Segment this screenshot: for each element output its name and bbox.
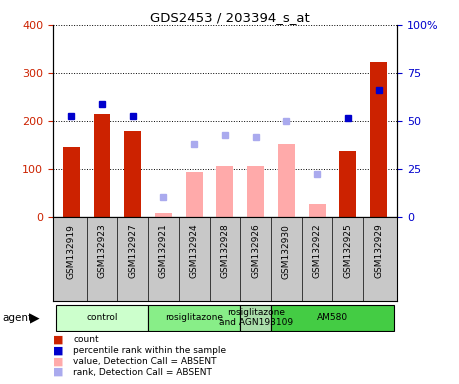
- Text: GSM132926: GSM132926: [251, 224, 260, 278]
- Bar: [271, 305, 394, 331]
- Bar: [63, 147, 80, 217]
- Text: value, Detection Call = ABSENT: value, Detection Call = ABSENT: [73, 357, 217, 366]
- Text: ■: ■: [53, 356, 63, 366]
- Bar: [186, 172, 202, 217]
- Text: GSM132927: GSM132927: [128, 224, 137, 278]
- Text: ■: ■: [53, 367, 63, 377]
- Bar: [339, 151, 356, 217]
- Text: count: count: [73, 335, 99, 344]
- Bar: [217, 166, 233, 217]
- Text: AM580: AM580: [317, 313, 348, 322]
- Text: GSM132921: GSM132921: [159, 224, 168, 278]
- Text: GDS2453 / 203394_s_at: GDS2453 / 203394_s_at: [150, 12, 309, 25]
- Text: percentile rank within the sample: percentile rank within the sample: [73, 346, 227, 355]
- Bar: [155, 213, 172, 217]
- Text: rosiglitazone
and AGN193109: rosiglitazone and AGN193109: [218, 308, 293, 328]
- Text: GSM132928: GSM132928: [220, 224, 230, 278]
- Bar: [94, 114, 111, 217]
- Text: GSM132922: GSM132922: [313, 224, 322, 278]
- Text: GSM132923: GSM132923: [97, 224, 106, 278]
- Bar: [148, 305, 240, 331]
- Bar: [56, 305, 148, 331]
- Bar: [278, 144, 295, 217]
- Text: ■: ■: [53, 335, 63, 345]
- Bar: [124, 131, 141, 217]
- Text: ■: ■: [53, 346, 63, 356]
- Bar: [240, 305, 271, 331]
- Bar: [370, 63, 387, 217]
- Text: GSM132925: GSM132925: [343, 224, 353, 278]
- Text: GSM132930: GSM132930: [282, 224, 291, 279]
- Text: GSM132919: GSM132919: [67, 224, 76, 279]
- Text: agent: agent: [2, 313, 33, 323]
- Bar: [308, 204, 325, 217]
- Text: rosiglitazone: rosiglitazone: [165, 313, 223, 322]
- Text: control: control: [86, 313, 118, 322]
- Text: GSM132924: GSM132924: [190, 224, 199, 278]
- Text: GSM132929: GSM132929: [374, 224, 383, 278]
- Text: ▶: ▶: [30, 311, 39, 324]
- Bar: [247, 166, 264, 217]
- Text: rank, Detection Call = ABSENT: rank, Detection Call = ABSENT: [73, 367, 213, 377]
